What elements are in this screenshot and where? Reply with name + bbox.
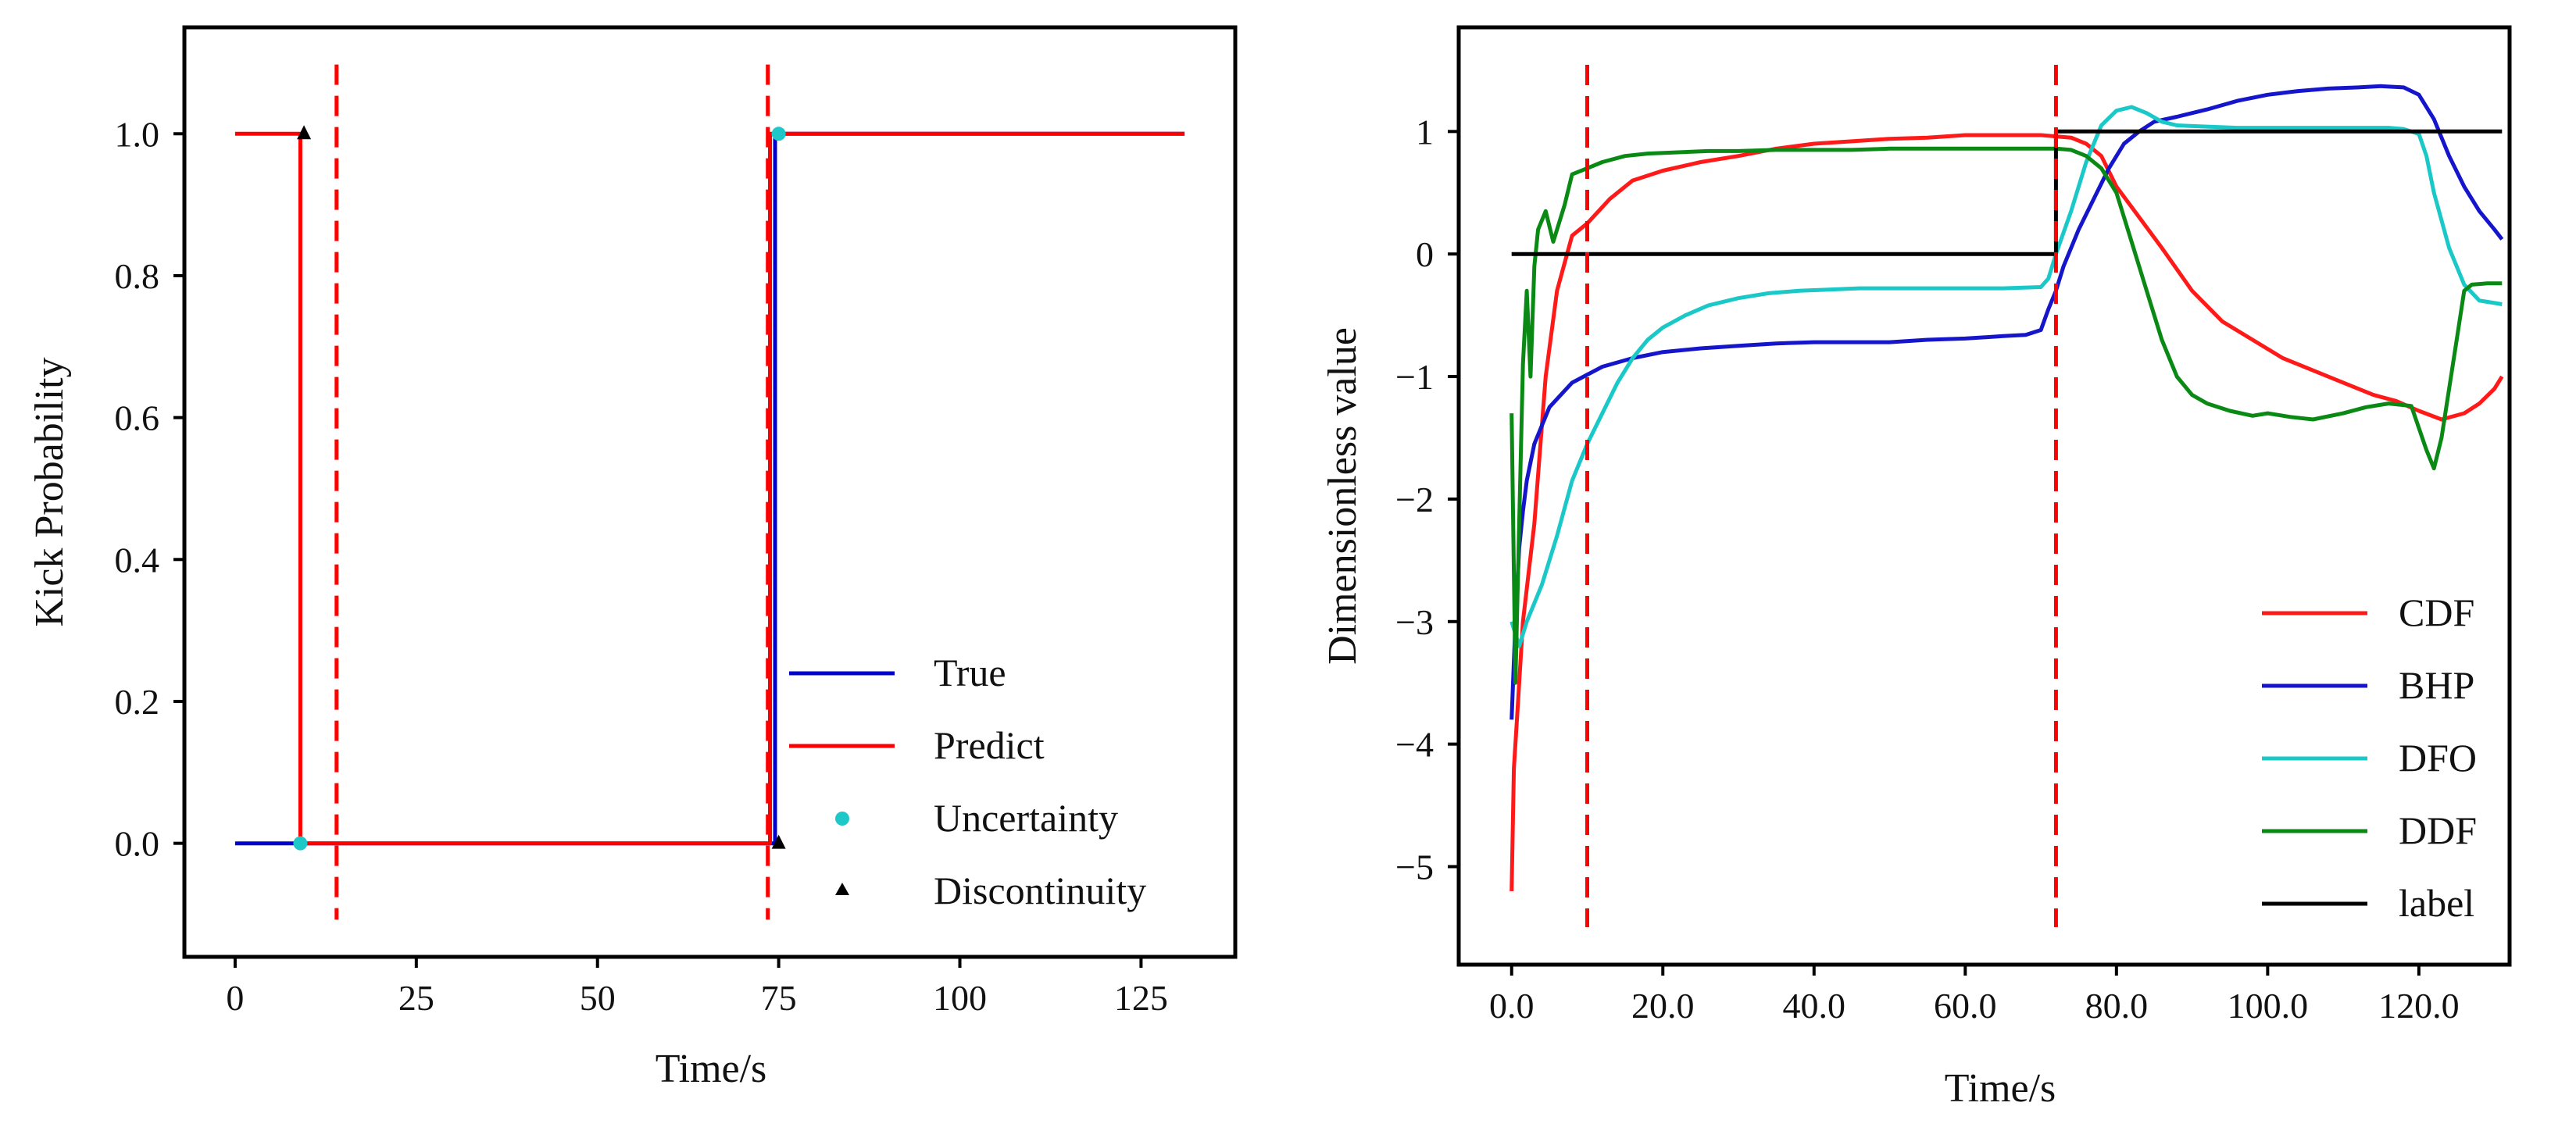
x-tick-label-0: 0.0 — [1489, 986, 1535, 1026]
x-tick-label-5: 100.0 — [2228, 986, 2309, 1026]
x-tick-label-1: 20.0 — [1631, 986, 1695, 1026]
legend-label-ddf: DDF — [2399, 808, 2477, 852]
x-tick-label-0: 0 — [226, 978, 244, 1018]
uncertainty-marker-2 — [771, 127, 786, 141]
x-tick-label-4: 100 — [933, 978, 987, 1018]
y-tick-label-2: −3 — [1395, 602, 1434, 642]
series-line-ddf — [1510, 146, 2503, 685]
legend-left: True Predict Uncertainty Discontinuity — [789, 651, 1146, 912]
x-axis-title-right: Time/s — [1945, 1066, 2056, 1111]
legend-label-true: True — [934, 651, 1006, 694]
x-tick-label-4: 80.0 — [2085, 986, 2149, 1026]
x-tick-label-1: 25 — [398, 978, 434, 1018]
legend-right: CDF BHP DFO DDF label — [2262, 591, 2477, 925]
uncertainty-marker-1 — [293, 836, 308, 851]
legend-swatch-uncertainty — [835, 812, 849, 826]
series-line-predict — [234, 131, 1185, 846]
discontinuity-marker-2 — [771, 834, 786, 849]
x-tick-label-2: 40.0 — [1783, 986, 1846, 1026]
plot-area-left — [234, 64, 1185, 920]
x-tick-label-3: 75 — [761, 978, 797, 1018]
plot-area-right — [1510, 65, 2504, 927]
y-axis-title-left: Kick Probability — [27, 357, 72, 626]
x-tick-label-2: 50 — [580, 978, 616, 1018]
legend-label-bhp: BHP — [2399, 663, 2474, 707]
y-tick-label-3: −2 — [1395, 480, 1434, 519]
y-tick-label-4: 0.8 — [115, 256, 160, 296]
series-line-cdf — [1510, 133, 2504, 891]
legend-label-uncertainty: Uncertainty — [934, 796, 1118, 840]
x-axis-title-left: Time/s — [656, 1047, 767, 1091]
discontinuity-marker-1 — [297, 125, 312, 140]
series-line-dfo — [1510, 105, 2503, 648]
legend-label-discontinuity: Discontinuity — [934, 869, 1146, 912]
x-tick-label-3: 60.0 — [1934, 986, 1997, 1026]
y-tick-label-4: −1 — [1395, 357, 1434, 397]
y-tick-label-5: 1.0 — [115, 114, 160, 154]
y-tick-label-6: 1 — [1416, 112, 1434, 152]
y-tick-label-3: 0.6 — [115, 398, 160, 438]
y-tick-label-0: −5 — [1395, 847, 1434, 887]
legend-label-cdf: CDF — [2399, 591, 2474, 634]
y-tick-label-0: 0.0 — [115, 824, 160, 864]
ticks-left: 0 25 50 75 100 125 0.0 0.2 0.4 0.6 0.8 1.0 — [115, 114, 1168, 1018]
ticks-right: 0.0 20.0 40.0 60.0 80.0 100.0 120.0 −5 −4 −3 −2 −1 0… — [1395, 112, 2460, 1026]
y-tick-label-1: 0.2 — [115, 682, 160, 722]
y-tick-label-5: 0 — [1416, 234, 1434, 274]
y-axis-title-right: Dimensionless value — [1320, 327, 1365, 665]
axes-frame-right — [1456, 25, 2512, 967]
dimensionless-value-chart: 0.0 20.0 40.0 60.0 80.0 100.0 120.0 −5 −4 −3 −2 −1 0… — [1320, 25, 2512, 1111]
axes-frame-left — [182, 25, 1238, 959]
legend-swatch-discontinuity — [835, 883, 849, 895]
legend-label-predict: Predict — [934, 723, 1045, 767]
kick-probability-chart: 0 25 50 75 100 125 0.0 0.2 0.4 0.6 0.8 1.0 Time/s K… — [27, 25, 1238, 1091]
y-tick-label-1: −4 — [1395, 725, 1434, 765]
legend-label-dfo: DFO — [2399, 736, 2477, 780]
x-tick-label-5: 125 — [1114, 978, 1168, 1018]
legend-label-label: label — [2399, 881, 2474, 925]
y-tick-label-2: 0.4 — [115, 540, 160, 580]
x-tick-label-6: 120.0 — [2378, 986, 2460, 1026]
